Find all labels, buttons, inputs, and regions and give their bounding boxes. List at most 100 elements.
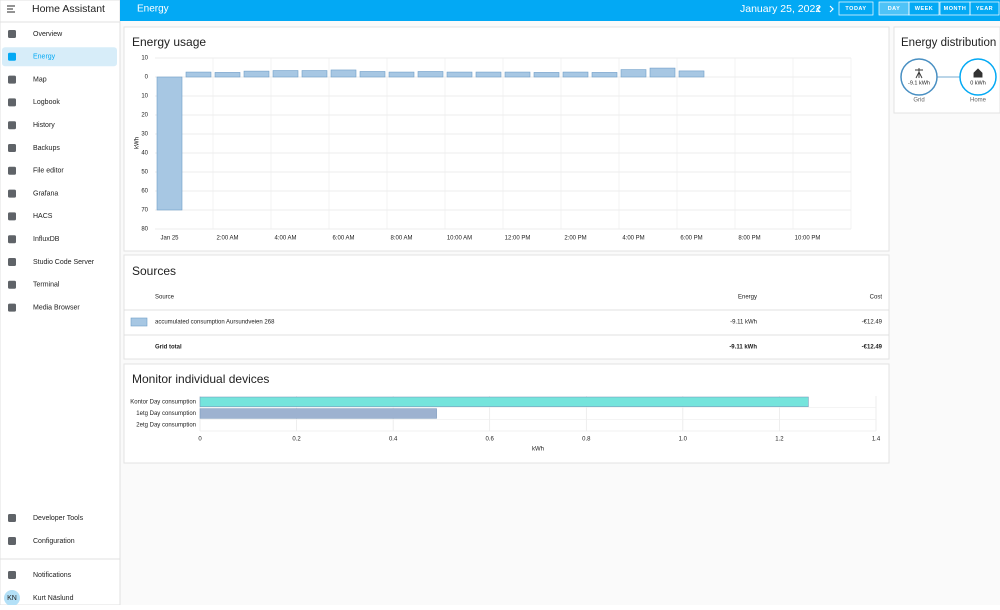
menu-item[interactable]: Configuration [33, 538, 75, 545]
y-tick-label: Kontor Day consumption [130, 399, 196, 405]
menu-item[interactable]: Developer Tools [33, 515, 84, 522]
period-button[interactable] [908, 1, 940, 16]
x-axis-label: kWh [532, 447, 544, 453]
menu-item[interactable]: Energy [33, 54, 56, 61]
x-tick-label: 1.2 [775, 437, 784, 443]
period-label: WEEK [915, 6, 934, 12]
cell: accumulated consumption Aursundveien 268 [155, 320, 275, 326]
menu-item-icon [8, 144, 16, 152]
bar [272, 70, 299, 78]
app-header [120, 0, 1000, 21]
x-tick-label: 6:00 PM [680, 236, 702, 242]
source-swatch [130, 317, 148, 327]
node-icon [973, 68, 983, 78]
y-tick-label: 40 [141, 151, 148, 157]
total-cell: -€12.49 [862, 345, 883, 351]
menu-icon-lines [7, 5, 15, 13]
x-tick-label: 1.4 [872, 437, 881, 443]
user-name[interactable]: Kurt Näslund [33, 595, 74, 602]
y-tick-label: 10 [141, 94, 148, 100]
menu-icon[interactable] [7, 5, 15, 13]
cell: -€12.49 [862, 320, 883, 326]
period-label: YEAR [976, 6, 993, 12]
date: January 25, 2022 [740, 3, 821, 15]
bar [388, 71, 415, 78]
x-tick-label: 1.0 [679, 437, 688, 443]
avatar [4, 590, 20, 606]
bar [243, 70, 270, 78]
period-button[interactable] [838, 1, 874, 16]
x-tick-label: Jan 25 [160, 236, 179, 242]
menu-item-icon [8, 189, 16, 198]
node-value: -9.1 kWh [908, 80, 930, 86]
menu-item[interactable]: Terminal [33, 282, 60, 289]
node-icon [915, 68, 923, 79]
x-tick-label: 0.8 [582, 437, 591, 443]
column-header: Source [155, 295, 175, 301]
bar [649, 67, 676, 78]
node-label: Grid [913, 98, 924, 104]
menu-item[interactable]: History [33, 122, 55, 129]
menu-item[interactable]: HACS [33, 213, 53, 220]
card-title: Energy distribution [901, 37, 996, 49]
card-title: Sources [132, 264, 176, 278]
avatar-initials: KN [7, 595, 17, 602]
menu-item-icon [8, 514, 16, 522]
period-button[interactable] [969, 1, 1000, 16]
page-title: Energy [137, 4, 169, 15]
bar [301, 70, 328, 78]
bar [199, 408, 437, 419]
bar [475, 71, 502, 78]
bar [417, 71, 444, 78]
y-tick-label: 70 [141, 208, 148, 214]
node-value: 0 kWh [970, 80, 986, 86]
menu-item-icon [8, 235, 16, 244]
active-item-bg [2, 47, 117, 67]
bar [156, 76, 183, 211]
total-cell: -9.11 kWh [729, 345, 757, 351]
x-tick-label: 0.6 [486, 437, 495, 443]
menu-item-icon [8, 212, 16, 221]
prev-arrow[interactable] [816, 5, 821, 13]
y-tick-label: 20 [141, 113, 148, 119]
menu-item-icon [8, 258, 16, 266]
x-tick-label: 8:00 AM [390, 236, 412, 242]
menu-item-icon [8, 303, 16, 312]
cell: -9.11 kWh [730, 320, 757, 326]
menu-item-icon [8, 30, 16, 38]
menu-item[interactable]: Media Browser [33, 304, 80, 311]
menu-item[interactable]: Backups [33, 145, 60, 152]
menu-item[interactable]: Map [33, 76, 47, 83]
x-tick-label: 4:00 PM [622, 236, 644, 242]
notifications[interactable]: Notifications [33, 572, 72, 579]
bar [185, 71, 212, 78]
bar [330, 69, 357, 78]
menu-item[interactable]: Studio Code Server [33, 259, 95, 266]
menu-item[interactable]: Grafana [33, 190, 58, 197]
chart-title: Energy usage [132, 35, 206, 49]
y-tick-label: 60 [141, 189, 148, 195]
y-tick-label: 10 [141, 56, 148, 62]
bar [199, 396, 809, 407]
column-header: Cost [870, 295, 883, 301]
next-arrow[interactable] [829, 5, 834, 13]
bar [533, 72, 560, 78]
node-label: Home [970, 98, 987, 104]
menu-item[interactable]: Logbook [33, 99, 60, 106]
x-tick-label: 0.2 [292, 437, 301, 443]
menu-item-icon [8, 571, 16, 579]
bar [562, 71, 589, 78]
period-label: TODAY [845, 6, 866, 12]
x-tick-label: 10:00 AM [447, 236, 472, 242]
x-tick-label: 8:00 PM [738, 236, 760, 242]
menu-item[interactable]: InfluxDB [33, 236, 60, 243]
column-header: Energy [738, 295, 757, 301]
menu-item[interactable]: Overview [33, 31, 63, 38]
y-axis-label: kWh [135, 137, 141, 149]
bar [214, 72, 241, 78]
menu-item-icon [8, 121, 16, 130]
total-cell: Grid total [155, 345, 182, 351]
menu-item[interactable]: File editor [33, 168, 64, 175]
x-tick-label: 0 [198, 437, 202, 443]
